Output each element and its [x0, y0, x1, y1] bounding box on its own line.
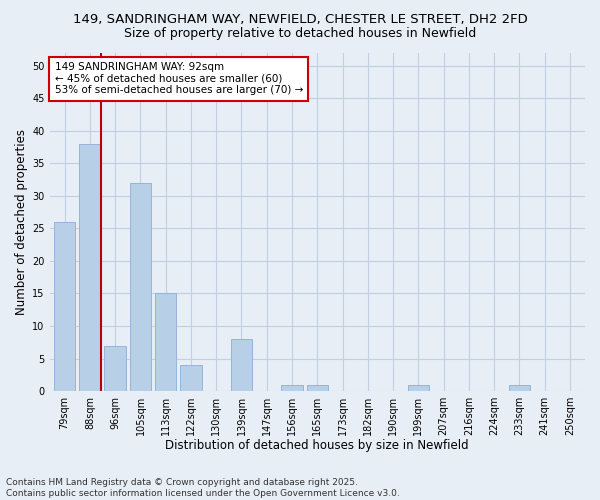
X-axis label: Distribution of detached houses by size in Newfield: Distribution of detached houses by size … [166, 440, 469, 452]
Bar [407, 384, 429, 391]
Text: Size of property relative to detached houses in Newfield: Size of property relative to detached ho… [124, 28, 476, 40]
Bar [79, 144, 101, 391]
Bar [104, 346, 126, 391]
Y-axis label: Number of detached properties: Number of detached properties [15, 129, 28, 315]
Bar [231, 339, 252, 391]
Bar [509, 384, 530, 391]
Bar [155, 294, 176, 391]
Bar [54, 222, 76, 391]
Text: 149, SANDRINGHAM WAY, NEWFIELD, CHESTER LE STREET, DH2 2FD: 149, SANDRINGHAM WAY, NEWFIELD, CHESTER … [73, 12, 527, 26]
Bar [130, 182, 151, 391]
Bar [307, 384, 328, 391]
Text: Contains HM Land Registry data © Crown copyright and database right 2025.
Contai: Contains HM Land Registry data © Crown c… [6, 478, 400, 498]
Bar [180, 365, 202, 391]
Bar [281, 384, 303, 391]
Text: 149 SANDRINGHAM WAY: 92sqm
← 45% of detached houses are smaller (60)
53% of semi: 149 SANDRINGHAM WAY: 92sqm ← 45% of deta… [55, 62, 303, 96]
